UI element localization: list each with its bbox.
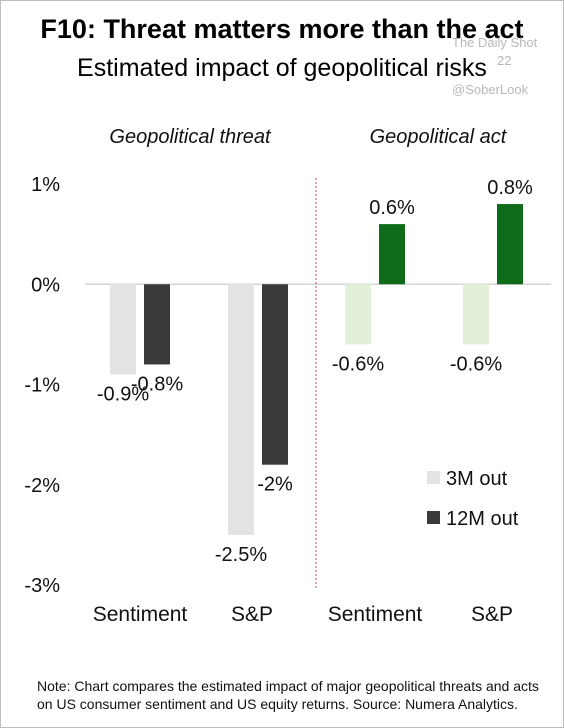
bar <box>463 284 489 345</box>
data-label: -2.5% <box>215 544 267 566</box>
panel-label: Geopolitical threat <box>109 126 272 148</box>
bar <box>262 284 288 465</box>
legend-swatch <box>427 511 440 524</box>
watermark-handle: @SoberLook <box>452 82 529 97</box>
plot-area: 1% 0% -1% -2% -3% Geopolitical threat Sentimen… <box>24 126 551 626</box>
data-label: -0.6% <box>450 353 502 375</box>
legend-label: 3M out <box>446 468 508 490</box>
data-label: 0.8% <box>487 177 533 199</box>
data-label: -0.8% <box>131 373 183 395</box>
y-tick-label: -3% <box>24 575 60 597</box>
data-label: 0.6% <box>369 197 415 219</box>
legend-label: 12M out <box>446 508 519 530</box>
category-label: S&P <box>471 603 513 626</box>
data-label: -2% <box>257 474 293 496</box>
watermark-source: The Daily Shot <box>452 35 538 50</box>
chart-title: F10: Threat matters more than the act <box>40 14 523 44</box>
data-label: -0.9% <box>97 383 149 405</box>
bar <box>110 284 136 375</box>
category-label: Sentiment <box>328 603 423 626</box>
chart-subtitle: Estimated impact of geopolitical risks <box>77 54 487 82</box>
bar <box>345 284 371 345</box>
y-tick-label: 0% <box>31 274 60 296</box>
watermark-date: 22 <box>497 53 511 68</box>
data-label: -0.6% <box>332 353 384 375</box>
category-label: S&P <box>231 603 273 626</box>
y-tick-label: -2% <box>24 475 60 497</box>
panel-label: Geopolitical act <box>370 126 508 148</box>
bar <box>228 284 254 535</box>
bar <box>379 224 405 285</box>
category-label: Sentiment <box>93 603 188 626</box>
y-tick-label: -1% <box>24 375 60 397</box>
y-tick-label: 1% <box>31 174 60 196</box>
chart-note: Note: Chart compares the estimated impac… <box>37 678 539 712</box>
legend-swatch <box>427 471 440 484</box>
bar <box>497 204 523 285</box>
bar <box>144 284 170 365</box>
